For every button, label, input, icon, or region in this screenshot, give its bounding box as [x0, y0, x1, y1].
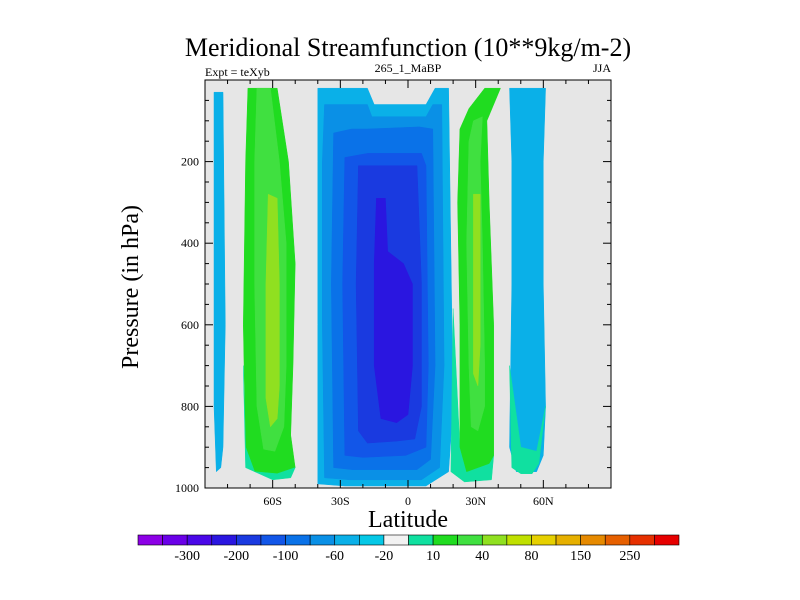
colorbar-swatch — [531, 534, 557, 546]
colorbar-swatch — [506, 534, 532, 546]
y-tick-label: 800 — [181, 399, 199, 413]
colorbar-swatch — [309, 534, 336, 546]
plot-area — [205, 80, 611, 488]
chart-title: Meridional Streamfunction (10**9kg/m-2) — [185, 33, 631, 62]
colorbar-swatch — [457, 534, 483, 546]
colorbar-swatch — [285, 534, 311, 546]
colorbar-label: -200 — [224, 549, 250, 564]
center-label: 265_1_MaBP — [375, 61, 442, 75]
colorbar: -300 -200 -100 -60 -20 10 40 80 150 250 — [137, 534, 680, 564]
x-tick-label: 0 — [405, 494, 411, 508]
contour-region-1 — [213, 91, 226, 473]
x-tick-label: 30N — [465, 494, 486, 508]
colorbar-swatch — [408, 534, 434, 546]
colorbar-label: 150 — [570, 549, 591, 564]
colorbar-swatch — [211, 534, 237, 546]
colorbar-swatch — [580, 534, 606, 546]
colorbar-swatch — [236, 534, 262, 546]
contour-region-16 — [509, 87, 546, 472]
colorbar-swatch — [383, 534, 409, 546]
y-tick-label: 200 — [181, 155, 199, 169]
colorbar-label: -20 — [375, 549, 394, 564]
y-tick-label: 1000 — [175, 481, 199, 495]
colorbar-swatch — [604, 534, 631, 546]
colorbar-swatch — [629, 534, 655, 546]
colorbar-swatch — [359, 534, 385, 546]
contour-region-5 — [243, 365, 296, 481]
contour-fills — [213, 87, 546, 487]
colorbar-swatch — [186, 534, 213, 546]
colorbar-swatch — [260, 534, 286, 546]
y-axis-title: Pressure (in hPa) — [118, 205, 144, 369]
x-tick-label: 30S — [331, 494, 350, 508]
colorbar-swatch — [162, 534, 188, 546]
colorbar-swatch — [334, 534, 360, 546]
colorbar-label: 80 — [524, 549, 538, 564]
colorbar-label: 10 — [426, 549, 440, 564]
plot-frame — [204, 79, 612, 489]
contour-region-4 — [265, 193, 280, 428]
colorbar-swatch — [481, 534, 508, 546]
x-axis-title: Latitude — [368, 507, 448, 533]
colorbar-label: -300 — [174, 549, 200, 564]
y-tick-label: 400 — [181, 236, 199, 250]
colorbar-label: 40 — [475, 549, 489, 564]
colorbar-swatch — [654, 534, 680, 546]
contour-region-15 — [473, 193, 481, 387]
colorbar-swatch — [137, 534, 163, 546]
colorbar-label: -60 — [325, 549, 344, 564]
colorbar-swatch — [432, 534, 458, 546]
x-tick-label: 60N — [533, 494, 554, 508]
colorbar-swatch — [555, 534, 581, 546]
contour-region-11 — [373, 198, 413, 423]
y-tick-label: 600 — [181, 318, 199, 332]
colorbar-label: 250 — [619, 549, 640, 564]
right-label: JJA — [593, 61, 611, 75]
left-label: Expt = teXyb — [205, 65, 270, 79]
colorbar-label: -100 — [273, 549, 299, 564]
contour-region-17 — [509, 365, 546, 474]
x-tick-label: 60S — [263, 494, 282, 508]
